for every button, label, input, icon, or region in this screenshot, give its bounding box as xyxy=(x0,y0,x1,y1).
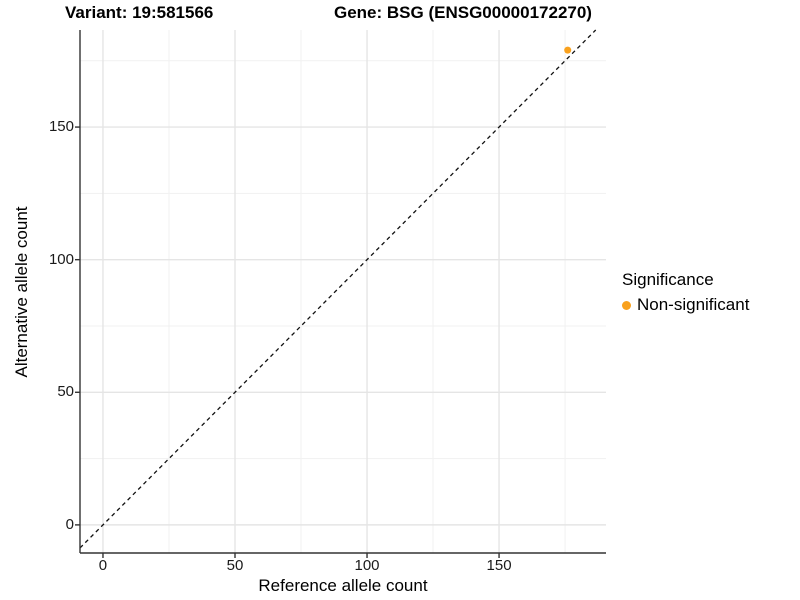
x-tick-label: 100 xyxy=(354,557,380,574)
y-tick-label: 0 xyxy=(65,515,74,533)
y-tick-label: 100 xyxy=(48,250,74,268)
legend-title: Significance xyxy=(622,270,714,289)
y-axis-title: Alternative allele count xyxy=(12,206,31,378)
y-tick-label: 50 xyxy=(57,383,74,401)
legend-key-dot-icon xyxy=(622,300,631,310)
x-tick-label: 0 xyxy=(98,557,108,574)
legend-item-non-significant: Non-significant xyxy=(622,295,749,315)
x-tick-label: 150 xyxy=(486,557,512,574)
legend-item-label: Non-significant xyxy=(637,295,750,314)
data-point xyxy=(564,46,572,54)
identity-line xyxy=(79,29,597,549)
x-axis-title: Reference allele count xyxy=(258,576,428,595)
y-tick-label: 150 xyxy=(48,118,74,136)
variant-title: Variant: 19:581566 xyxy=(65,3,214,22)
gene-title: Gene: BSG (ENSG00000172270) xyxy=(334,3,592,22)
legend: Significance Non-significant xyxy=(622,270,749,315)
x-tick-label: 50 xyxy=(226,557,244,574)
